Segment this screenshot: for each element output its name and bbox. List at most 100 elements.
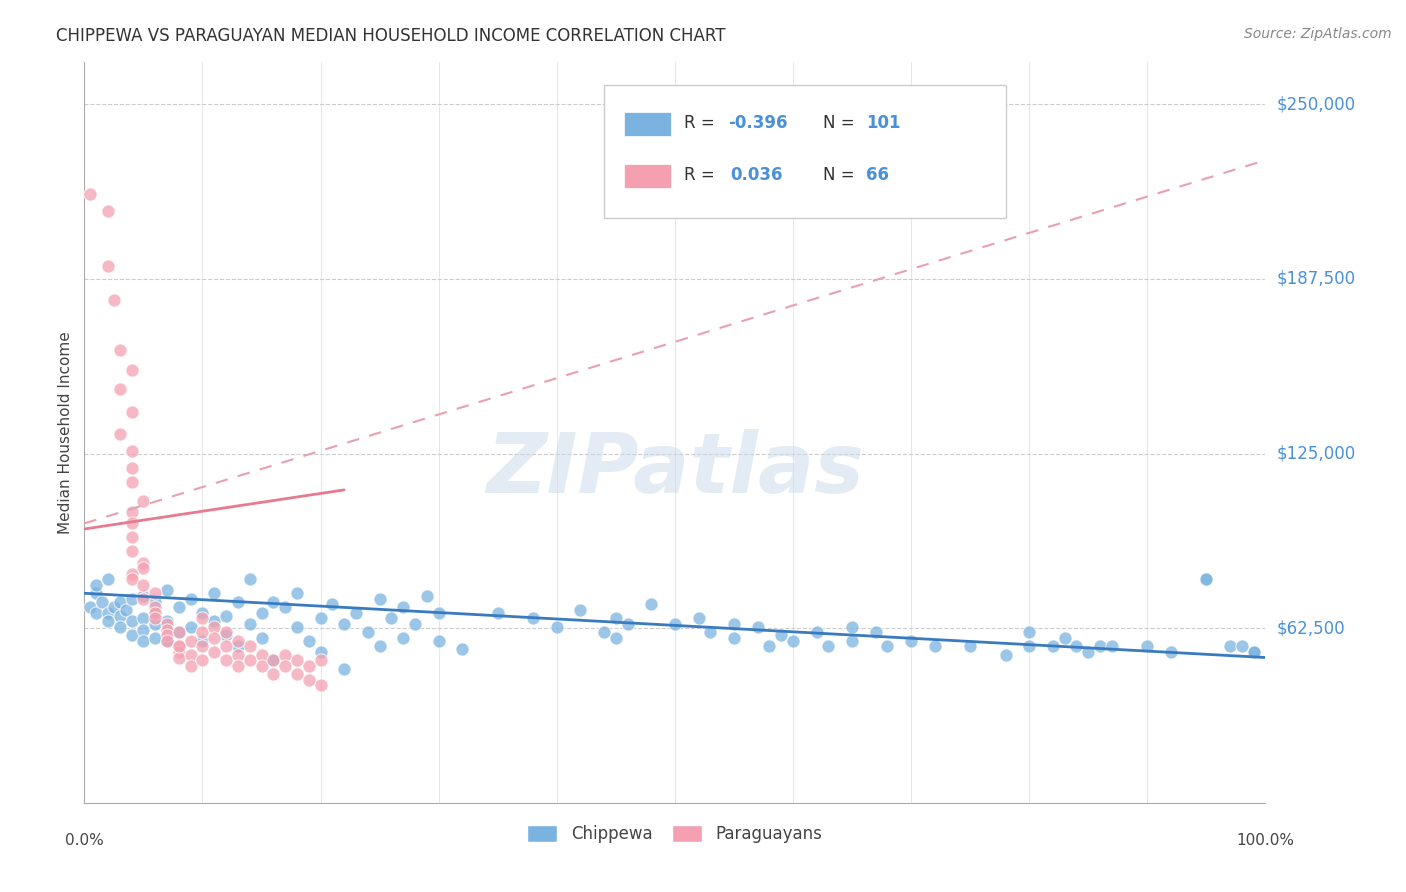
Point xyxy=(215,653,238,667)
FancyBboxPatch shape xyxy=(624,164,671,187)
Point xyxy=(215,608,238,623)
Point xyxy=(262,594,284,608)
Point xyxy=(132,556,155,570)
Point xyxy=(1160,645,1182,659)
Point xyxy=(143,631,166,645)
Point xyxy=(91,594,114,608)
Point xyxy=(121,443,143,458)
Point xyxy=(191,640,214,654)
Point xyxy=(309,645,332,659)
Point xyxy=(121,544,143,558)
Point xyxy=(121,405,143,419)
Point xyxy=(143,606,166,620)
Point xyxy=(285,586,308,600)
Point xyxy=(546,620,568,634)
Point xyxy=(427,633,450,648)
Point xyxy=(723,631,745,645)
Point xyxy=(156,633,179,648)
Point xyxy=(84,578,107,592)
Point xyxy=(1243,645,1265,659)
Text: N =: N = xyxy=(823,114,859,132)
Point xyxy=(121,363,143,377)
Point xyxy=(486,606,509,620)
Point xyxy=(143,606,166,620)
FancyBboxPatch shape xyxy=(624,112,671,136)
Point xyxy=(841,620,863,634)
Text: R =: R = xyxy=(685,166,720,184)
Point xyxy=(782,633,804,648)
Point xyxy=(180,633,202,648)
Point xyxy=(747,620,769,634)
Point xyxy=(522,611,544,625)
Point xyxy=(202,614,225,628)
Point xyxy=(1136,640,1159,654)
Legend: Chippewa, Paraguayans: Chippewa, Paraguayans xyxy=(520,819,830,850)
Point xyxy=(569,603,592,617)
Y-axis label: Median Household Income: Median Household Income xyxy=(58,331,73,534)
Point xyxy=(250,648,273,662)
Point xyxy=(180,620,202,634)
Point xyxy=(1230,640,1253,654)
Point xyxy=(344,606,367,620)
Point xyxy=(132,591,155,606)
Point xyxy=(605,631,627,645)
Point xyxy=(865,625,887,640)
Point xyxy=(121,460,143,475)
Point xyxy=(274,659,297,673)
Point xyxy=(333,662,356,676)
Point xyxy=(239,617,262,632)
Point xyxy=(380,611,402,625)
Point xyxy=(368,640,391,654)
Point xyxy=(605,611,627,625)
Point xyxy=(132,561,155,575)
Point xyxy=(664,617,686,632)
Point xyxy=(143,586,166,600)
Point xyxy=(1195,572,1218,586)
Point xyxy=(640,598,662,612)
Point xyxy=(758,640,780,654)
Point xyxy=(274,648,297,662)
Point xyxy=(202,586,225,600)
Point xyxy=(215,628,238,642)
Point xyxy=(427,606,450,620)
Point xyxy=(285,653,308,667)
Point xyxy=(1195,572,1218,586)
Point xyxy=(180,648,202,662)
Point xyxy=(191,633,214,648)
Point xyxy=(132,623,155,637)
Point xyxy=(215,625,238,640)
Point xyxy=(416,589,439,603)
Point xyxy=(108,620,131,634)
Point xyxy=(167,625,190,640)
Point xyxy=(108,608,131,623)
Text: 66: 66 xyxy=(866,166,889,184)
Point xyxy=(156,623,179,637)
Point xyxy=(274,600,297,615)
Point xyxy=(226,648,249,662)
Point xyxy=(817,640,839,654)
Point xyxy=(298,633,321,648)
Point xyxy=(121,572,143,586)
Text: N =: N = xyxy=(823,166,859,184)
Text: R =: R = xyxy=(685,114,720,132)
Point xyxy=(309,678,332,692)
Point xyxy=(1101,640,1123,654)
Text: $250,000: $250,000 xyxy=(1277,95,1355,113)
Point xyxy=(202,645,225,659)
Point xyxy=(108,594,131,608)
Point xyxy=(202,620,225,634)
Point xyxy=(97,606,120,620)
Point xyxy=(285,620,308,634)
Point xyxy=(167,650,190,665)
Point xyxy=(167,625,190,640)
Text: 101: 101 xyxy=(866,114,901,132)
Point xyxy=(97,614,120,628)
Point xyxy=(132,589,155,603)
Point xyxy=(1053,631,1076,645)
Point xyxy=(250,659,273,673)
Point xyxy=(333,617,356,632)
Point xyxy=(121,614,143,628)
Point xyxy=(108,382,131,396)
Point xyxy=(143,617,166,632)
Point xyxy=(806,625,828,640)
